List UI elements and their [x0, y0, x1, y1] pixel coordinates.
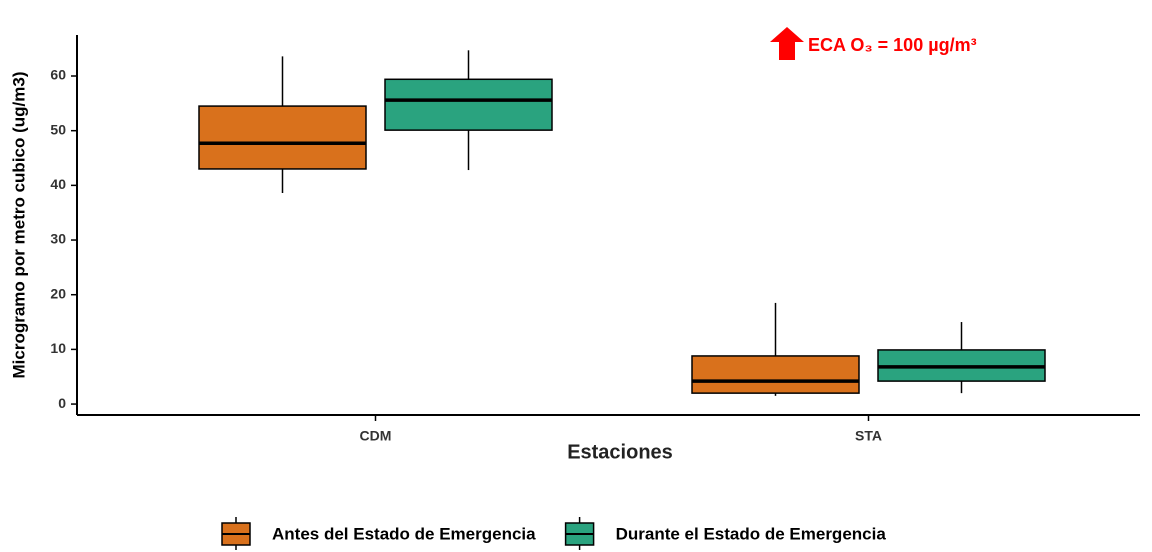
y-tick-label: 0 — [58, 395, 66, 411]
annotation-arrow — [770, 27, 804, 60]
x-tick-label: STA — [855, 428, 882, 444]
y-tick-label: 50 — [50, 121, 66, 137]
y-tick-label: 30 — [50, 231, 66, 247]
x-axis-title: Estaciones — [567, 441, 673, 463]
y-tick-label: 60 — [50, 67, 66, 83]
y-tick-label: 10 — [50, 340, 66, 356]
annotation: ECA O₃ = 100 µg/m³ — [808, 35, 977, 55]
x-tick-label: CDM — [360, 428, 392, 444]
y-tick-label: 40 — [50, 176, 66, 192]
y-axis-title: Microgramo por metro cubico (ug/m3) — [9, 72, 28, 379]
y-tick-label: 20 — [50, 285, 66, 301]
box — [384, 78, 553, 131]
legend-label: Antes del Estado de Emergencia — [272, 524, 536, 543]
legend-label: Durante el Estado de Emergencia — [616, 524, 887, 543]
box — [691, 355, 860, 394]
box — [198, 105, 367, 170]
